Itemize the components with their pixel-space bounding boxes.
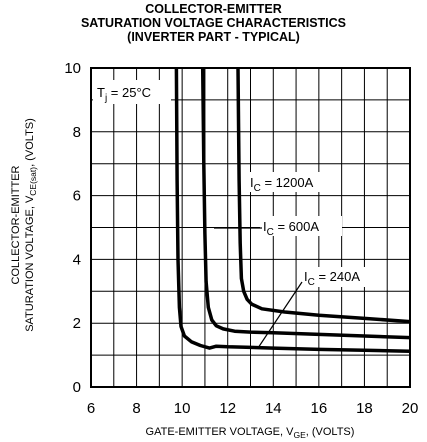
chart-title-line-2: SATURATION VOLTAGE CHARACTERISTICS: [80, 16, 347, 30]
series-label-600a: IC = 600A: [263, 219, 319, 238]
condition-label: Tj = 25°C: [97, 85, 151, 104]
chart-title-line-1: COLLECTOR-EMITTER: [145, 2, 282, 16]
x-tick-labels: 6 8 10 12 14 16 18 20: [87, 400, 419, 417]
x-tick-label: 8: [132, 400, 140, 417]
y-tick-label: 10: [64, 60, 81, 77]
x-tick-label: 16: [311, 400, 328, 417]
x-tick-label: 14: [265, 400, 282, 417]
y-tick-labels: 0 2 4 6 8 10: [64, 60, 81, 396]
y-tick-label: 0: [73, 379, 81, 396]
condition-box: [93, 80, 171, 104]
leader-line-240a: [257, 281, 303, 349]
series-curves: [174, 67, 411, 354]
x-tick-label: 18: [356, 400, 373, 417]
series-label-bg-240a: [300, 267, 386, 287]
series-line-2: [174, 67, 411, 354]
x-axis-label: GATE-EMITTER VOLTAGE, VGE, (VOLTS): [146, 426, 355, 440]
x-tick-label: 6: [87, 400, 95, 417]
plot-frame: [90, 67, 411, 388]
y-tick-label: 2: [73, 315, 81, 332]
series-line-1: [200, 67, 411, 340]
x-tick-label: 20: [402, 400, 419, 417]
chart-title-line-3: (INVERTER PART - TYPICAL): [127, 30, 300, 44]
series-label-1200a: IC = 1200A: [250, 175, 314, 194]
series-label-bg-1200a: [247, 172, 339, 192]
y-axis-label-line-2: SATURATION VOLTAGE, VCE(sat), (VOLTS): [24, 118, 38, 332]
y-tick-label: 8: [73, 124, 81, 141]
series-label-240a: IC = 240A: [304, 269, 360, 288]
y-tick-label: 6: [73, 188, 81, 205]
series-label-bg-600a: [260, 216, 342, 236]
x-tick-label: 12: [219, 400, 236, 417]
y-axis-label-line-1: COLLECTOR-EMITTER: [10, 165, 22, 284]
x-tick-label: 10: [174, 400, 191, 417]
y-tick-label: 4: [73, 251, 81, 268]
series-line-0: [236, 67, 411, 324]
